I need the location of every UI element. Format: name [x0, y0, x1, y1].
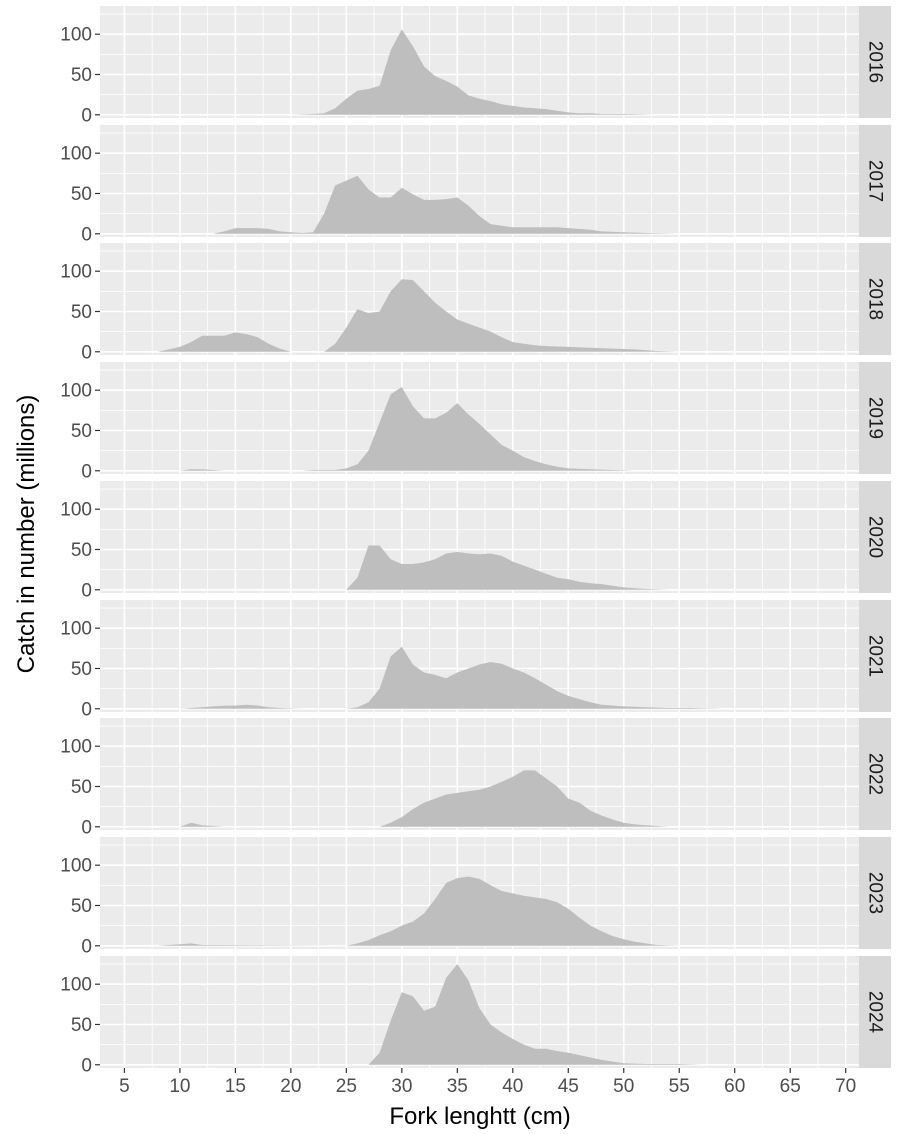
y-tick-label: 50 [71, 1015, 92, 1036]
y-tick-label: 0 [81, 580, 92, 601]
facet-strip-label: 2018 [865, 278, 886, 320]
y-tick-label: 50 [71, 659, 92, 680]
panel-2022: 0 50 100 2022 [60, 718, 891, 838]
x-tick-label: 50 [613, 1076, 634, 1097]
y-tick-label: 0 [81, 817, 92, 838]
facet-strip [859, 481, 891, 593]
facet-strip-label: 2024 [865, 991, 886, 1034]
x-tick-label: 40 [502, 1076, 523, 1097]
y-tick-label: 50 [71, 302, 92, 323]
x-tick-label: 20 [280, 1076, 301, 1097]
panel-2023: 0 50 100 2023 [60, 837, 891, 957]
y-tick-label: 50 [71, 421, 92, 442]
facet-strip [859, 718, 891, 830]
y-tick-label: 100 [60, 856, 92, 877]
x-axis-title: Fork lenghtt (cm) [389, 1103, 570, 1130]
x-tick-label: 60 [724, 1076, 745, 1097]
x-tick-label: 15 [225, 1076, 246, 1097]
facet-strip [859, 243, 891, 355]
panel-2020: 0 50 100 2020 [60, 481, 891, 601]
facet-strip [859, 6, 891, 118]
y-tick-label: 50 [71, 540, 92, 561]
x-tick-label: 65 [780, 1076, 801, 1097]
facet-strip-label: 2021 [865, 635, 886, 677]
x-tick-label: 45 [558, 1076, 579, 1097]
y-tick-label: 100 [60, 975, 92, 996]
x-tick-label: 10 [169, 1076, 190, 1097]
y-tick-label: 100 [60, 144, 92, 165]
facet-strip-label: 2017 [865, 160, 886, 202]
y-tick-label: 100 [60, 262, 92, 283]
y-tick-label: 50 [71, 184, 92, 205]
x-tick-label: 25 [336, 1076, 357, 1097]
x-tick-label: 70 [835, 1076, 856, 1097]
area-series-2023 [157, 876, 680, 946]
facet-strip-label: 2020 [865, 516, 886, 558]
area-series-2020 [346, 545, 669, 590]
facet-strip [859, 956, 891, 1068]
y-tick-label: 0 [81, 105, 92, 126]
y-tick-label: 0 [81, 936, 92, 957]
facet-strip [859, 600, 891, 712]
y-axis-title: Catch in number (millions) [13, 395, 40, 674]
y-tick-label: 50 [71, 65, 92, 86]
panels-layer: 0 50 100 2016 0 50 100 2017 0 50 100 2018 0 50 100 2019… [60, 6, 891, 1076]
x-tick-label: 30 [391, 1076, 412, 1097]
y-tick-label: 0 [81, 699, 92, 720]
area-series-2019 [179, 387, 635, 471]
y-tick-label: 100 [60, 25, 92, 46]
facet-strip-label: 2016 [865, 41, 886, 83]
facet-strip-label: 2019 [865, 397, 886, 439]
y-tick-label: 100 [60, 619, 92, 640]
facet-strip [859, 125, 891, 237]
panel-2021: 0 50 100 2021 [60, 600, 891, 720]
area-series-2018 [157, 279, 680, 352]
y-tick-label: 100 [60, 381, 92, 402]
y-tick-label: 0 [81, 224, 92, 245]
x-tick-label: 5 [119, 1076, 130, 1097]
facet-strip-label: 2023 [865, 872, 886, 914]
facet-strip-label: 2022 [865, 753, 886, 795]
area-series-2021 [179, 646, 724, 709]
x-tick-label: 55 [669, 1076, 690, 1097]
panel-2016: 0 50 100 2016 [60, 6, 891, 126]
area-series-2017 [213, 175, 680, 234]
x-axis: 5 10 15 20 25 30 35 40 45 50 55 60 65 70 [119, 1068, 856, 1097]
y-tick-label: 0 [81, 342, 92, 363]
panel-2024: 0 50 100 2024 [60, 956, 891, 1076]
panel-2017: 0 50 100 2017 [60, 125, 891, 245]
y-tick-label: 0 [81, 461, 92, 482]
y-tick-label: 50 [71, 896, 92, 917]
area-series-2016 [290, 29, 657, 115]
facet-strip [859, 837, 891, 949]
facet-strip [859, 362, 891, 474]
y-tick-label: 100 [60, 500, 92, 521]
y-tick-label: 0 [81, 1055, 92, 1076]
x-tick-label: 35 [447, 1076, 468, 1097]
y-tick-label: 50 [71, 777, 92, 798]
area-series-2024 [368, 964, 702, 1065]
panel-2019: 0 50 100 2019 [60, 362, 891, 482]
y-tick-label: 100 [60, 737, 92, 758]
panel-2018: 0 50 100 2018 [60, 243, 891, 363]
area-series-2022 [179, 770, 669, 827]
